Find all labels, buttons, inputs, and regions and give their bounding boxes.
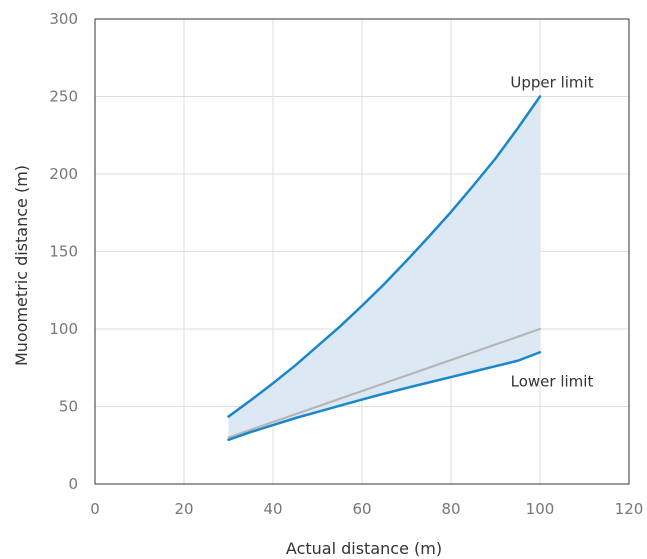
lower-limit-label: Lower limit <box>511 372 594 390</box>
annotations: Upper limit Lower limit <box>510 74 593 391</box>
series-line-upper <box>227 95 542 418</box>
x-tick-label: 80 <box>441 500 460 518</box>
tick-labels: 0 20 40 60 80 100 120 0 50 100 150 200 250 300 <box>49 10 643 518</box>
y-tick-label: 100 <box>49 320 78 338</box>
plot-frame <box>94 18 630 485</box>
series-layer <box>227 95 542 442</box>
y-tick-label: 150 <box>49 243 78 261</box>
range-band <box>228 96 540 440</box>
x-tick-label: 60 <box>352 500 371 518</box>
upper-limit-label: Upper limit <box>510 74 593 92</box>
y-tick-label: 0 <box>68 475 78 493</box>
x-tick-label: 40 <box>263 500 282 518</box>
x-axis-title: Actual distance (m) <box>286 539 442 558</box>
x-tick-label: 120 <box>615 500 644 518</box>
x-tick-label: 20 <box>174 500 193 518</box>
y-axis-title: Muoometric distance (m) <box>12 165 31 366</box>
series-line-actual <box>227 328 541 439</box>
x-tick-label: 100 <box>526 500 555 518</box>
series-line-lower <box>227 351 542 442</box>
y-tick-label: 50 <box>59 398 78 416</box>
y-tick-label: 200 <box>49 165 78 183</box>
x-tick-label: 0 <box>90 500 100 518</box>
y-tick-label: 250 <box>49 88 78 106</box>
y-tick-label: 300 <box>49 10 78 28</box>
